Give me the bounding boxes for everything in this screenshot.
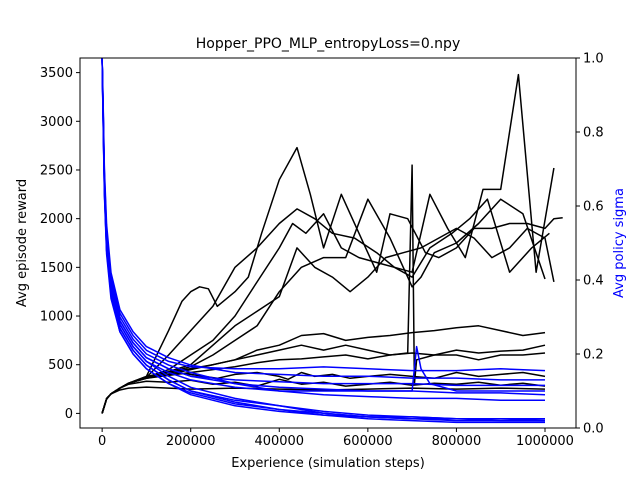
reward-line-11 bbox=[101, 164, 546, 414]
x-tick-label: 200000 bbox=[166, 434, 216, 449]
y-left-tick-label: 0 bbox=[65, 407, 73, 422]
y-right-tick-label: 0.6 bbox=[583, 200, 604, 215]
y-right-tick-label: 0.4 bbox=[583, 274, 604, 289]
reward-series-group bbox=[101, 73, 563, 414]
y-left-tick-label: 3500 bbox=[40, 66, 73, 81]
y-axis-left: 0 500 1000 1500 2000 2500 3000 3500 bbox=[40, 66, 80, 422]
y-right-tick-label: 1.0 bbox=[583, 52, 604, 67]
x-axis: 0 200000 400000 600000 800000 1000000 bbox=[98, 428, 574, 449]
y-right-tick-label: 0.8 bbox=[583, 126, 604, 141]
x-tick-label: 1000000 bbox=[516, 434, 574, 449]
y-axis-left-label: Avg episode reward bbox=[15, 179, 30, 307]
reward-line-10 bbox=[101, 386, 546, 414]
chart-title: Hopper_PPO_MLP_entropyLoss=0.npy bbox=[196, 36, 460, 52]
y-left-tick-label: 3000 bbox=[40, 115, 73, 130]
x-tick-label: 800000 bbox=[432, 434, 482, 449]
y-left-tick-label: 1500 bbox=[40, 261, 73, 276]
y-right-tick-label: 0.0 bbox=[583, 422, 604, 437]
y-left-tick-label: 1000 bbox=[40, 310, 73, 325]
sigma-line-11 bbox=[101, 58, 546, 422]
y-left-tick-label: 2500 bbox=[40, 163, 73, 178]
x-tick-label: 0 bbox=[98, 434, 106, 449]
reward-line-2 bbox=[101, 146, 563, 414]
plot-frame bbox=[79, 57, 577, 429]
x-axis-label: Experience (simulation steps) bbox=[231, 456, 425, 471]
y-left-tick-label: 2000 bbox=[40, 212, 73, 227]
sigma-series-group bbox=[101, 58, 546, 424]
x-tick-label: 600000 bbox=[343, 434, 393, 449]
y-axis-right: 0.0 0.2 0.4 0.6 0.8 1.0 bbox=[576, 52, 604, 437]
y-left-tick-label: 500 bbox=[48, 358, 73, 373]
y-axis-right-label: Avg policy sigma bbox=[612, 188, 627, 298]
x-tick-label: 400000 bbox=[254, 434, 304, 449]
y-right-tick-label: 0.2 bbox=[583, 348, 604, 363]
